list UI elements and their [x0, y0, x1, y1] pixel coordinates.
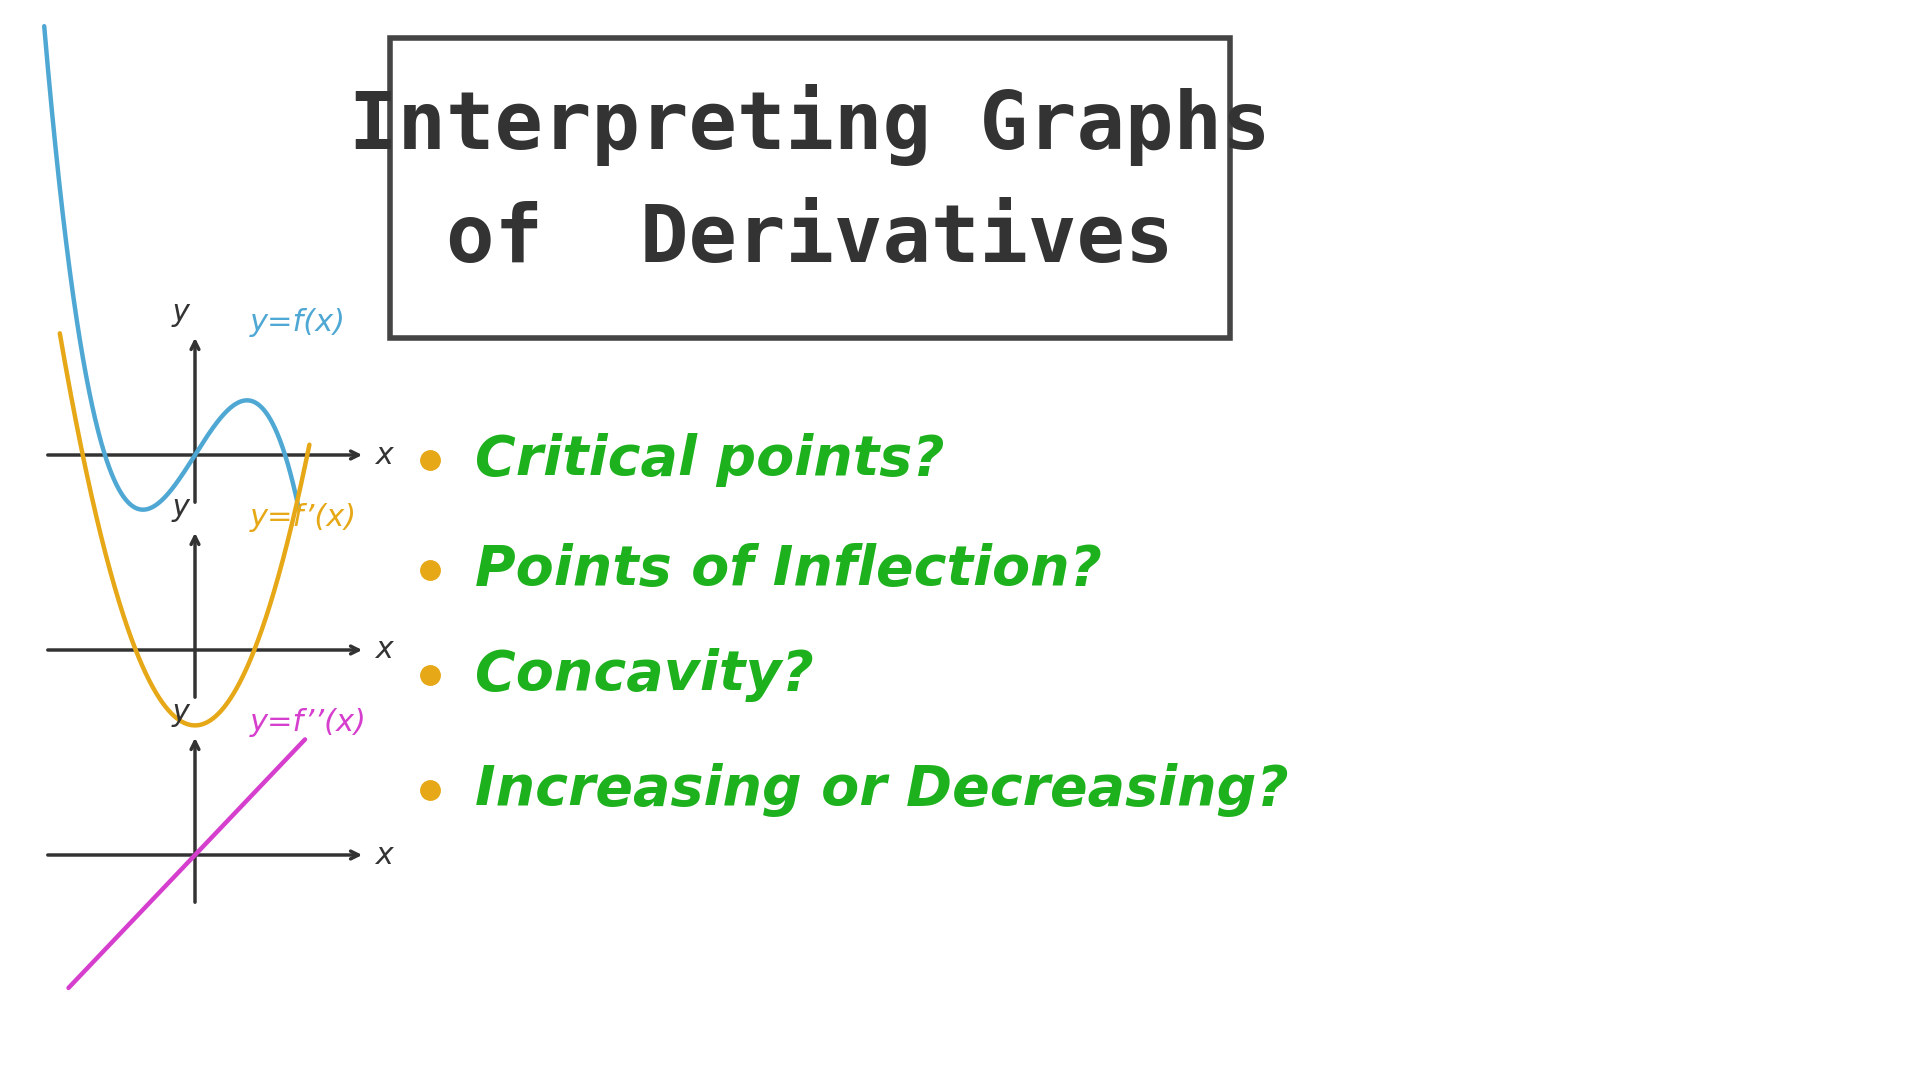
FancyBboxPatch shape [390, 38, 1231, 338]
Text: x: x [374, 840, 394, 869]
Text: x: x [374, 635, 394, 664]
Text: Points of Inflection?: Points of Inflection? [474, 543, 1102, 597]
Text: y: y [171, 298, 190, 327]
Text: y: y [171, 698, 190, 727]
Text: y=f’(x): y=f’(x) [250, 503, 357, 532]
Text: Increasing or Decreasing?: Increasing or Decreasing? [474, 762, 1288, 816]
Text: y=f’’(x): y=f’’(x) [250, 708, 367, 737]
Text: y: y [171, 492, 190, 522]
Text: x: x [374, 441, 394, 470]
Text: Interpreting Graphs: Interpreting Graphs [349, 84, 1271, 166]
Text: y=f(x): y=f(x) [250, 308, 346, 337]
Text: Concavity?: Concavity? [474, 648, 814, 702]
Text: of  Derivatives: of Derivatives [445, 201, 1173, 279]
Text: Critical points?: Critical points? [474, 433, 945, 487]
